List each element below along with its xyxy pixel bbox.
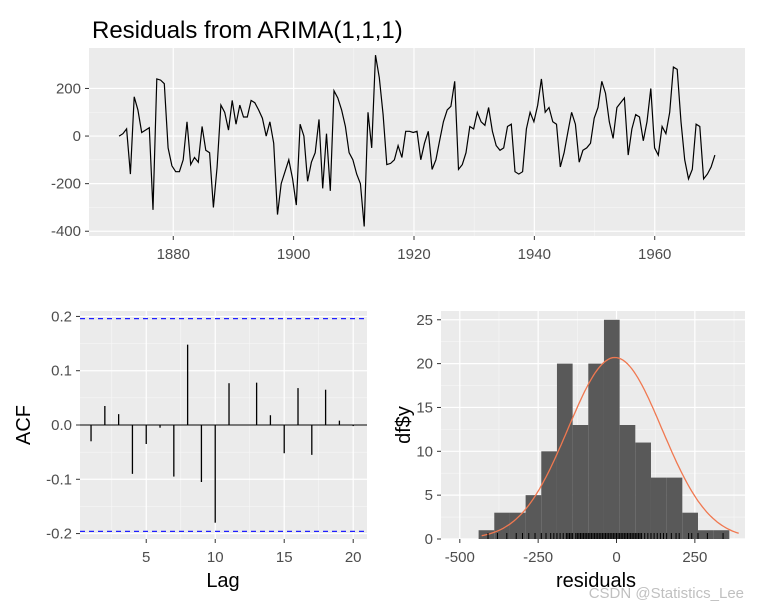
- y-tick-label: -0.1: [46, 471, 72, 488]
- residual-plot-background: [89, 48, 745, 236]
- histogram-x-axis-label: residuals: [556, 570, 636, 592]
- x-tick-label: 1960: [638, 246, 671, 263]
- y-tick-label: 15: [416, 399, 433, 416]
- histogram-bar: [619, 425, 636, 539]
- x-tick-label: 1940: [518, 246, 551, 263]
- y-tick-label: 0.0: [51, 417, 72, 434]
- histogram-bar: [509, 512, 526, 539]
- residual-y-axis-ticks: -400 -200 0 200: [51, 80, 89, 240]
- y-tick-label: 0.1: [51, 363, 72, 380]
- x-tick-label: 1900: [277, 246, 310, 263]
- x-tick-label: 1920: [397, 246, 430, 263]
- x-tick-label: 250: [682, 549, 707, 566]
- y-tick-label: 10: [416, 443, 433, 460]
- normal-density-curve: [481, 356, 739, 537]
- histogram-y-axis-ticks: 0 5 10 15 20 25: [416, 312, 441, 548]
- x-tick-label: 5: [142, 549, 150, 566]
- residual-line-panel: 1880 1900 1920 1940 1960 -400 -200 0 200: [51, 48, 745, 263]
- histogram-bar: [541, 451, 557, 539]
- acf-panel: 5 10 15 20 -0.2 -0.1 0.0 0.1 0.2 Lag ACF: [13, 308, 367, 592]
- histogram-bar: [682, 512, 698, 539]
- residual-series-line: [118, 55, 716, 227]
- acf-y-axis-label: ACF: [13, 405, 35, 445]
- x-tick-label: 15: [276, 549, 293, 566]
- histogram-panel: -500 -250 0 250 0 5 10 15 20 25 residuals df$y: [393, 311, 745, 592]
- histogram-bars: [478, 319, 730, 539]
- histogram-bar: [650, 477, 667, 539]
- x-tick-label: -500: [445, 549, 475, 566]
- acf-y-axis-ticks: -0.2 -0.1 0.0 0.1 0.2: [46, 308, 80, 543]
- acf-x-axis-label: Lag: [206, 570, 239, 592]
- histogram-bar: [572, 425, 589, 539]
- histogram-bar: [697, 530, 714, 539]
- y-tick-label: -400: [51, 223, 81, 240]
- x-tick-label: 10: [207, 549, 224, 566]
- histogram-x-axis-ticks: -500 -250 0 250: [445, 539, 707, 566]
- residual-plot-gridlines: [89, 48, 745, 236]
- y-tick-label: 5: [425, 487, 433, 504]
- y-tick-label: 0.2: [51, 308, 72, 325]
- histogram-bar: [525, 495, 542, 539]
- y-tick-label: 0: [73, 128, 81, 145]
- histogram-bar: [635, 442, 651, 539]
- y-tick-label: 20: [416, 356, 433, 373]
- histogram-bar: [713, 530, 730, 539]
- histogram-bar: [494, 512, 510, 539]
- histogram-bar: [588, 363, 604, 539]
- histogram-bar: [603, 319, 620, 539]
- x-tick-label: 1880: [157, 246, 190, 263]
- acf-x-axis-ticks: 5 10 15 20: [142, 539, 362, 566]
- acf-bars: [80, 318, 367, 533]
- watermark-text: CSDN @Statistics_Lee: [589, 585, 744, 602]
- y-tick-label: -0.2: [46, 526, 72, 543]
- x-tick-label: 20: [345, 549, 362, 566]
- x-tick-label: -250: [523, 549, 553, 566]
- y-tick-label: 25: [416, 312, 433, 329]
- y-tick-label: 0: [425, 531, 433, 548]
- residual-x-axis-ticks: 1880 1900 1920 1940 1960: [157, 236, 671, 263]
- y-tick-label: 200: [56, 80, 81, 97]
- histogram-rug-marks: [487, 533, 724, 539]
- histogram-bar: [556, 363, 573, 539]
- figure-title: Residuals from ARIMA(1,1,1): [92, 17, 403, 44]
- histogram-bar: [666, 477, 683, 539]
- x-tick-label: 0: [612, 549, 620, 566]
- y-tick-label: -200: [51, 176, 81, 193]
- histogram-y-axis-label: df$y: [393, 406, 415, 444]
